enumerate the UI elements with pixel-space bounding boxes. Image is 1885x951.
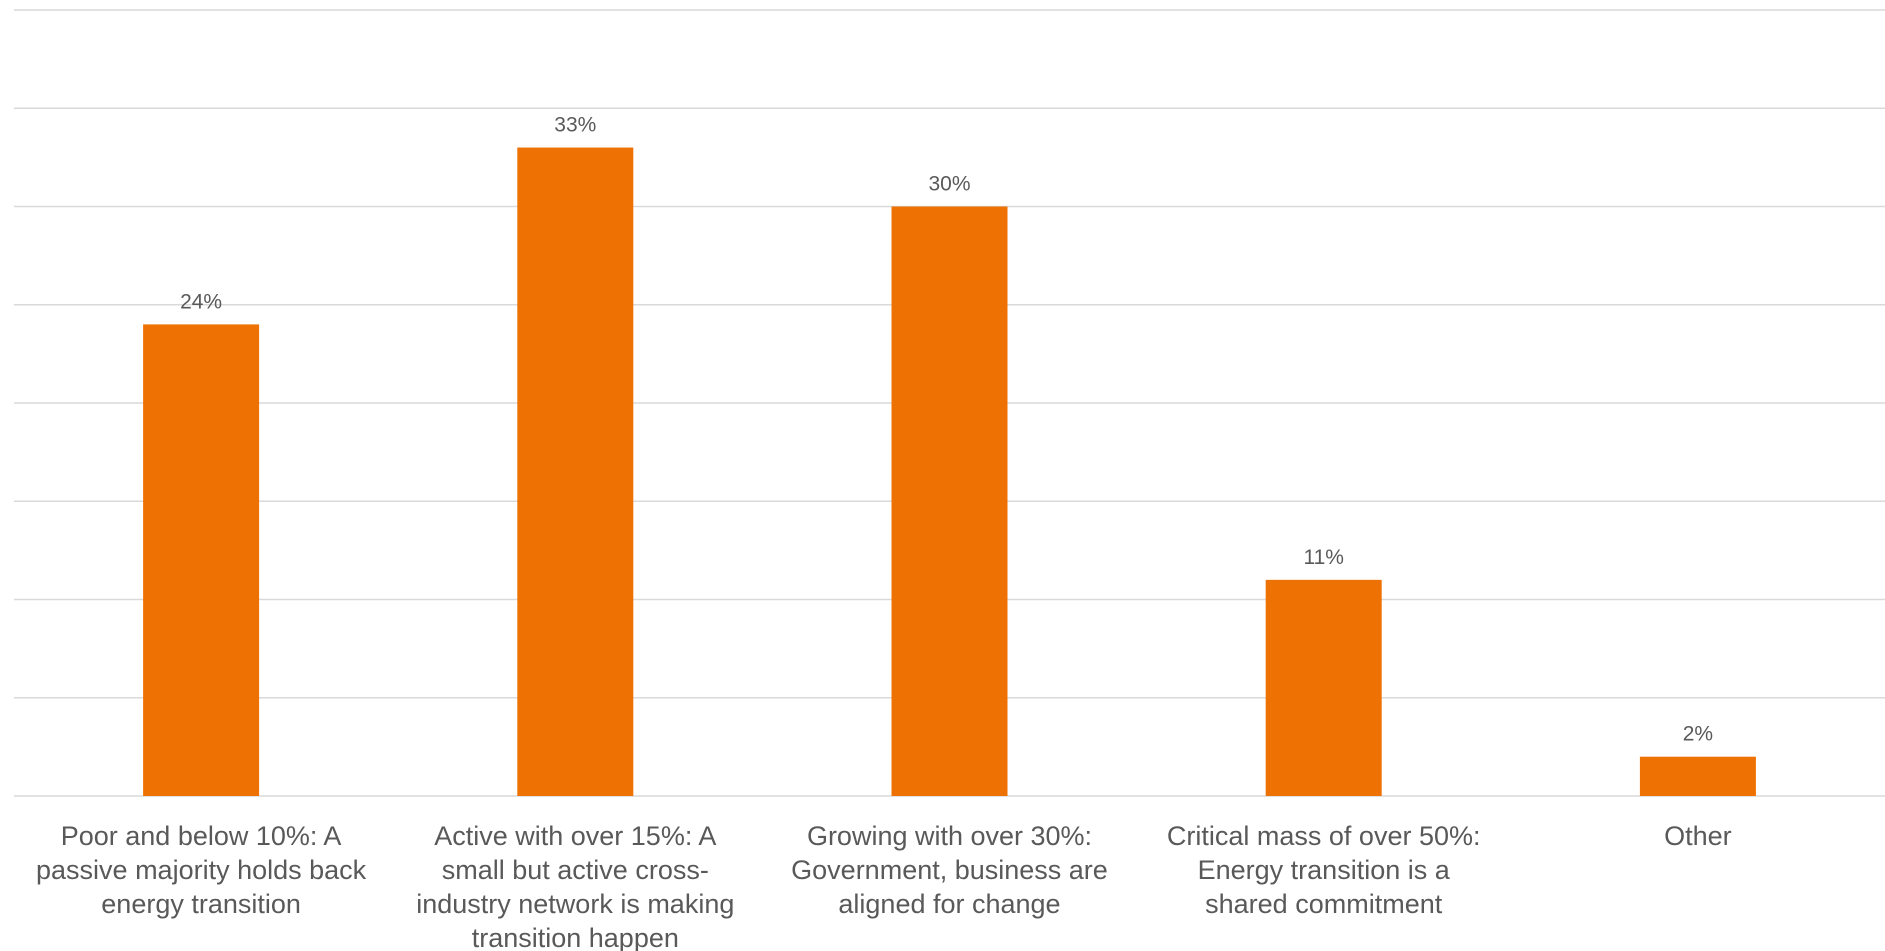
category-label-line: Other: [1664, 821, 1732, 851]
data-label-5: 2%: [1683, 723, 1713, 746]
category-label-line: industry network is making: [416, 889, 734, 919]
category-label-3: Growing with over 30%: Government, busine…: [791, 821, 1108, 919]
bar-4: [1265, 579, 1382, 796]
category-label-line: passive majority holds back: [36, 855, 367, 885]
category-label-line: small but active cross-: [442, 855, 709, 885]
category-label-line: Poor and below 10%: A: [61, 821, 342, 851]
category-label-4: Critical mass of over 50%: Energy transit…: [1167, 821, 1481, 919]
category-label-line: shared commitment: [1205, 889, 1443, 919]
data-label-2: 33%: [554, 114, 596, 137]
category-label-line: energy transition: [101, 889, 301, 919]
data-labels: 24% 33% 30% 11% 2%: [180, 114, 1713, 746]
category-label-1: Poor and below 10%: A passive majority ho…: [36, 821, 367, 919]
category-label-line: Energy transition is a: [1198, 855, 1451, 885]
bar-5: [1639, 756, 1756, 796]
data-label-3: 30%: [928, 173, 970, 196]
category-label-line: aligned for change: [838, 889, 1060, 919]
category-label-5: Other: [1664, 821, 1732, 851]
category-label-line: Growing with over 30%:: [807, 821, 1092, 851]
bar-3: [891, 206, 1008, 796]
category-label-line: Government, business are: [791, 855, 1108, 885]
category-labels: Poor and below 10%: A passive majority ho…: [36, 821, 1732, 951]
bar-2: [517, 147, 634, 797]
data-label-4: 11%: [1303, 546, 1343, 569]
bar-1: [143, 324, 260, 796]
category-label-line: Active with over 15%: A: [434, 821, 716, 851]
bars: [143, 147, 1756, 797]
category-label-line: transition happen: [472, 923, 679, 951]
data-label-1: 24%: [180, 290, 222, 313]
category-label-2: Active with over 15%: A small but active …: [416, 821, 734, 951]
category-label-line: Critical mass of over 50%:: [1167, 821, 1481, 851]
